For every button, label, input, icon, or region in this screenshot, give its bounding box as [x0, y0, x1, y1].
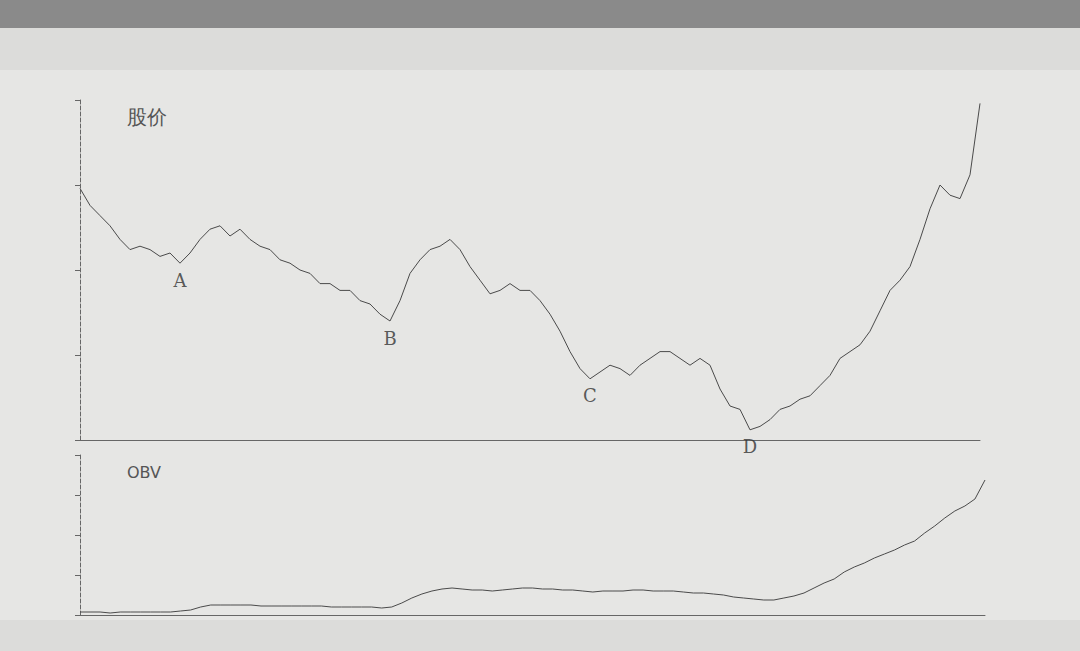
- svg-text:OBV: OBV: [127, 463, 161, 482]
- svg-text:股价: 股价: [127, 105, 167, 129]
- svg-text:A: A: [173, 270, 188, 291]
- svg-text:D: D: [743, 436, 757, 457]
- svg-text:C: C: [583, 385, 597, 406]
- svg-text:B: B: [383, 328, 396, 349]
